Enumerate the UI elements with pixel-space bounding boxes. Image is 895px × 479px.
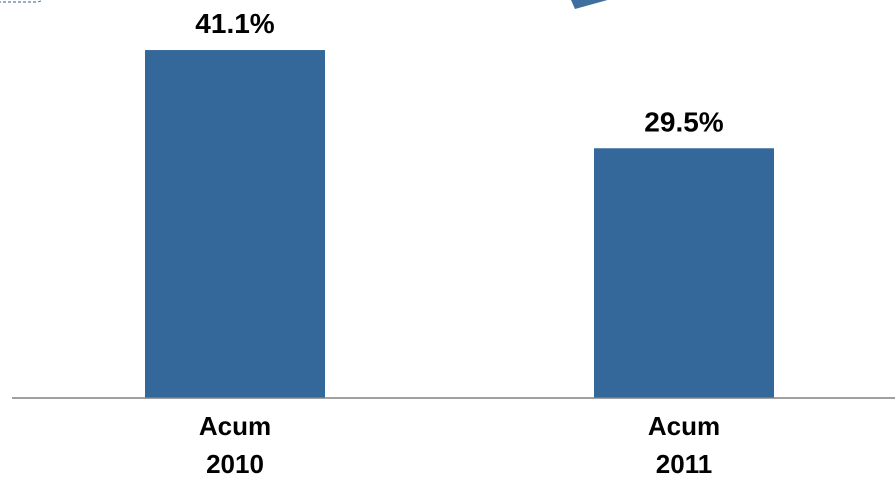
value-labels-layer: 41.1% 29.5% — [195, 8, 723, 137]
category-labels-layer: Acum 2010 Acum 2011 — [199, 411, 720, 479]
bar-1 — [594, 148, 774, 398]
category-label-1-line-1: 2011 — [656, 449, 712, 479]
bars-layer — [145, 50, 774, 399]
bar-0 — [145, 50, 325, 399]
data-label-0: 41.1% — [195, 8, 274, 39]
category-label-0-line-1: 2010 — [206, 449, 264, 479]
callout-shape — [0, 0, 43, 3]
data-label-1: 29.5% — [644, 106, 723, 137]
category-label-0-line-0: Acum — [199, 411, 271, 441]
arrow-shape — [571, 0, 608, 9]
category-label-1-line-0: Acum — [648, 411, 720, 441]
